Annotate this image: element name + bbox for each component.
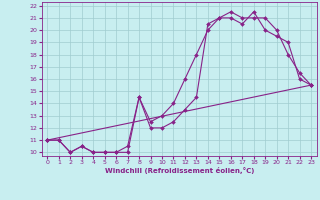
X-axis label: Windchill (Refroidissement éolien,°C): Windchill (Refroidissement éolien,°C) xyxy=(105,167,254,174)
